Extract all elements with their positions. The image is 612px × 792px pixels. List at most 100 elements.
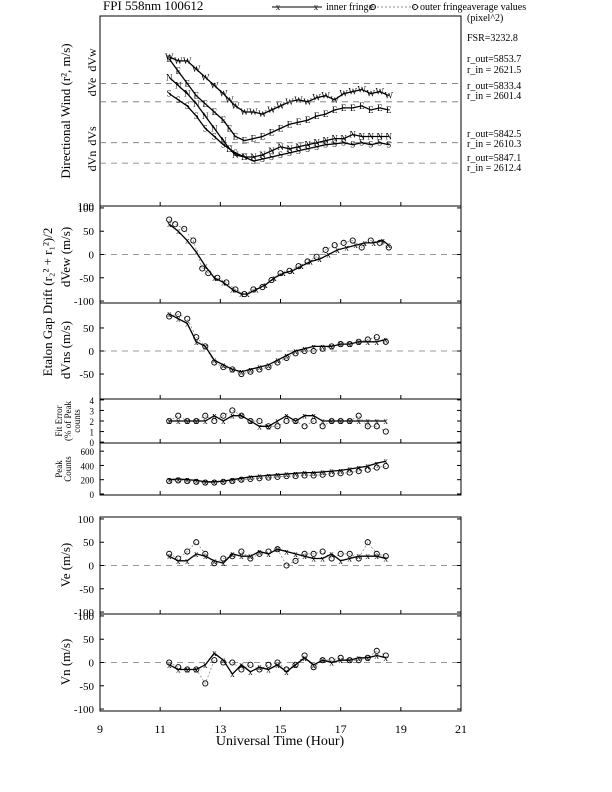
vn-outer-point: [265, 661, 272, 668]
series-e-point: E: [184, 78, 190, 88]
dvns-inner-point: x: [302, 344, 307, 354]
x-tick-label: 17: [335, 722, 347, 736]
ve-inner-point: x: [212, 556, 217, 566]
series-e-point: E: [368, 105, 374, 115]
ve-inner-point: x: [239, 551, 244, 561]
series-s-point: S: [332, 139, 337, 149]
fsr-label: FSR=3232.8: [467, 33, 518, 44]
dvew-inner-point: x: [308, 256, 313, 266]
dvew-inner-point: x: [281, 268, 286, 278]
peak-counts-inner-point: x: [239, 473, 244, 483]
dvew-inner-point: x: [263, 280, 268, 290]
header-avg-label: average values: [467, 2, 526, 13]
series-n-point: N: [211, 123, 218, 133]
series-e-point: E: [287, 119, 293, 129]
series-e-point: E: [278, 123, 284, 133]
series-e-point: E: [314, 111, 320, 121]
fit-error-outer-point: [202, 412, 209, 419]
vn-inner-point: x: [293, 660, 298, 670]
vn-inner-point: x: [266, 664, 271, 674]
fit-error-inner-point: x: [212, 411, 217, 421]
ve-inner-point: x: [203, 551, 208, 561]
series-e-point: E: [260, 132, 266, 142]
dvew-outer-point: [190, 237, 197, 244]
series-s-point: S: [203, 123, 208, 133]
fit-error-outer-point: [373, 423, 380, 430]
series-n-point: N: [322, 136, 329, 146]
peak-counts-inner-point: x: [248, 472, 253, 482]
series-s-point: S: [260, 154, 265, 164]
peak-counts-inner-point: x: [375, 458, 380, 468]
dvew-inner-point: x: [344, 243, 349, 253]
ve-outer-point: [346, 550, 353, 557]
dvns-outer-point: [166, 313, 173, 320]
dvns-inner-point: x: [248, 364, 253, 374]
series-n-point: N: [377, 132, 384, 142]
fit-error-inner-point: x: [284, 411, 289, 421]
y-tick-label: 0: [90, 490, 95, 500]
peak-counts-inner-point: x: [356, 463, 361, 473]
offset-label-dvs: dVs: [85, 126, 99, 146]
dvew-inner-point: x: [317, 254, 322, 264]
vn-inner-point: x: [329, 658, 334, 668]
dvns-inner-point: x: [167, 309, 172, 319]
series-e-point: E: [194, 91, 200, 101]
dvns-inner-point: x: [293, 346, 298, 356]
fit-error-inner-point: x: [221, 416, 226, 426]
ve-inner-point: x: [176, 556, 181, 566]
dvew-outer-point: [331, 242, 338, 249]
series-e-point: E: [175, 66, 181, 76]
x-tick-label: 15: [275, 722, 287, 736]
vn-inner-point: x: [284, 667, 289, 677]
dvew-outer-line: [168, 219, 389, 295]
ve-inner-point: x: [266, 549, 271, 559]
chart-title: FPI 558nm 100612: [103, 0, 203, 13]
ve-inner-point: x: [320, 554, 325, 564]
legend-inner-label: inner fringe: [326, 2, 373, 13]
series-n-point: N: [286, 144, 293, 154]
fit-error-inner-point: x: [347, 416, 352, 426]
series-e-point: E: [341, 103, 347, 113]
dvns-outer-point: [373, 334, 380, 341]
series-n-point: N: [313, 138, 320, 148]
ylabel-ve: Ve (m/s): [58, 543, 73, 587]
series-w-point: W: [210, 80, 219, 90]
series-w-point: W: [240, 107, 249, 117]
series-s-point: S: [251, 156, 256, 166]
y-tick-label: 400: [81, 461, 95, 471]
y-tick-label: -100: [74, 296, 95, 308]
series-w-line: [168, 56, 390, 115]
series-e-point: E: [212, 107, 218, 117]
y-tick-label: 0: [89, 346, 95, 358]
series-n-point: N: [295, 142, 302, 152]
dvew-outer-point: [268, 277, 275, 284]
ve-outer-point: [193, 539, 200, 546]
series-e-point: E: [350, 103, 356, 113]
fit-error-inner-line: [169, 414, 386, 427]
dvns-inner-point: x: [176, 314, 181, 324]
series-e-point: E: [296, 117, 302, 127]
fit-error-outer-point: [229, 407, 236, 414]
ve-outer-point: [328, 555, 335, 562]
y-tick-label: 0: [89, 658, 95, 670]
y-tick-label: 3: [90, 406, 95, 416]
dvew-inner-point: x: [299, 261, 304, 271]
peak-counts-outer-point: [229, 478, 236, 485]
series-e-point: E: [386, 105, 392, 115]
ylabel-peak-counts-2: Counts: [63, 456, 73, 482]
series-e-point: E: [269, 127, 275, 137]
ve-inner-point: x: [230, 549, 235, 559]
dvns-inner-point: x: [347, 339, 352, 349]
peak-counts-inner-point: x: [293, 468, 298, 478]
dvew-inner-point: x: [254, 284, 259, 294]
peak-counts-outer-point: [238, 476, 245, 483]
vn-outer-point: [211, 657, 218, 664]
ve-inner-point: x: [302, 551, 307, 561]
series-s-point: S: [341, 138, 346, 148]
vn-inner-point: x: [311, 660, 316, 670]
dvew-outer-point: [181, 225, 188, 232]
vn-inner-point: x: [167, 660, 172, 670]
vn-inner-point: x: [185, 664, 190, 674]
series-s-line: [168, 93, 389, 162]
ring-rin-2: r_in = 2601.4: [467, 91, 521, 102]
